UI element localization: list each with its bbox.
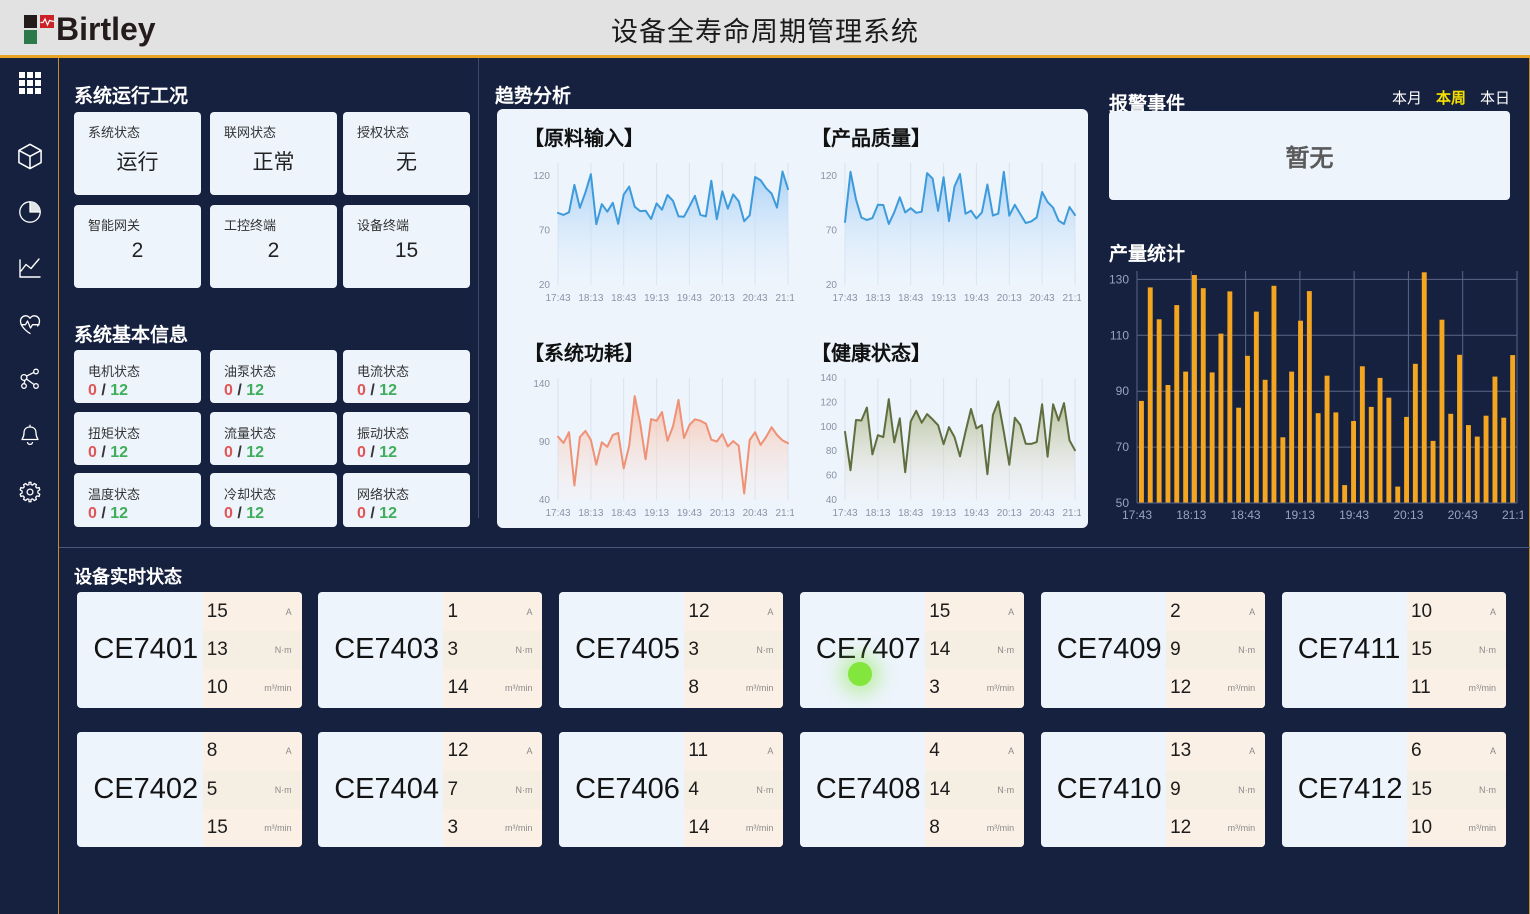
svg-text:17:43: 17:43: [545, 508, 570, 519]
svg-text:19:43: 19:43: [964, 293, 989, 304]
svg-text:40: 40: [826, 495, 838, 506]
svg-text:20:43: 20:43: [743, 293, 768, 304]
svg-text:19:13: 19:13: [644, 293, 669, 304]
svg-text:140: 140: [820, 373, 837, 384]
svg-text:18:43: 18:43: [898, 293, 923, 304]
svg-text:20:13: 20:13: [710, 508, 735, 519]
svg-text:20:43: 20:43: [1030, 508, 1055, 519]
svg-text:17:43: 17:43: [832, 508, 857, 519]
svg-text:17:43: 17:43: [545, 293, 570, 304]
svg-text:21:13: 21:13: [775, 508, 794, 519]
svg-text:20:43: 20:43: [743, 508, 768, 519]
svg-text:90: 90: [1116, 384, 1130, 398]
svg-text:19:43: 19:43: [677, 508, 702, 519]
svg-text:18:43: 18:43: [898, 508, 923, 519]
svg-text:80: 80: [826, 446, 838, 457]
svg-text:19:13: 19:13: [644, 508, 669, 519]
svg-text:120: 120: [820, 171, 837, 182]
svg-text:20: 20: [539, 280, 551, 291]
svg-text:21:13: 21:13: [1502, 508, 1523, 522]
svg-text:20:13: 20:13: [1393, 508, 1423, 522]
svg-text:18:43: 18:43: [611, 508, 636, 519]
svg-text:20: 20: [826, 280, 838, 291]
svg-text:19:43: 19:43: [677, 293, 702, 304]
svg-text:90: 90: [539, 437, 551, 448]
svg-text:70: 70: [826, 226, 838, 237]
svg-text:19:13: 19:13: [1285, 508, 1315, 522]
svg-text:18:13: 18:13: [578, 293, 603, 304]
svg-text:18:13: 18:13: [1176, 508, 1206, 522]
svg-text:18:13: 18:13: [865, 293, 890, 304]
svg-text:19:13: 19:13: [931, 293, 956, 304]
svg-text:120: 120: [820, 397, 837, 408]
svg-text:140: 140: [533, 379, 550, 390]
svg-text:21:13: 21:13: [1062, 508, 1081, 519]
svg-text:19:43: 19:43: [1339, 508, 1369, 522]
svg-text:70: 70: [539, 226, 551, 237]
svg-text:17:43: 17:43: [832, 293, 857, 304]
svg-text:20:13: 20:13: [710, 293, 735, 304]
svg-text:110: 110: [1110, 328, 1129, 342]
svg-text:18:43: 18:43: [1231, 508, 1261, 522]
svg-text:19:43: 19:43: [964, 508, 989, 519]
svg-text:18:43: 18:43: [611, 293, 636, 304]
svg-text:20:43: 20:43: [1448, 508, 1478, 522]
svg-text:17:43: 17:43: [1122, 508, 1152, 522]
svg-text:21:13: 21:13: [1062, 293, 1081, 304]
svg-text:19:13: 19:13: [931, 508, 956, 519]
svg-text:130: 130: [1109, 272, 1129, 286]
svg-text:18:13: 18:13: [865, 508, 890, 519]
svg-text:100: 100: [820, 422, 837, 433]
svg-text:20:43: 20:43: [1030, 293, 1055, 304]
svg-text:40: 40: [539, 495, 551, 506]
svg-text:20:13: 20:13: [997, 508, 1022, 519]
svg-text:18:13: 18:13: [578, 508, 603, 519]
svg-text:20:13: 20:13: [997, 293, 1022, 304]
svg-text:60: 60: [826, 471, 838, 482]
svg-text:21:13: 21:13: [775, 293, 794, 304]
svg-text:120: 120: [533, 171, 550, 182]
svg-text:70: 70: [1116, 440, 1130, 454]
